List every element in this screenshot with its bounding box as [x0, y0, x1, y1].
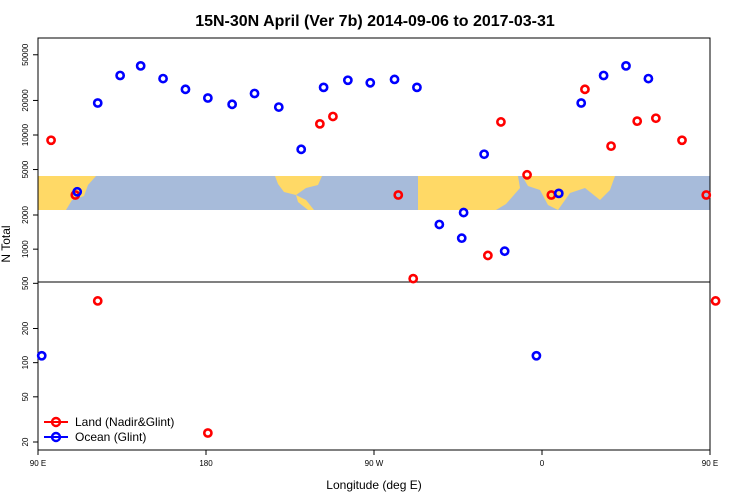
plot-frame — [37, 37, 711, 451]
map-strip — [38, 176, 710, 210]
y-axis: 5000 10000 20000 50000 20 50 100 200 500 1000 2000 — [21, 43, 38, 446]
x-axis: 90 E 180 90 W 0 90 E — [30, 450, 718, 468]
ocean-point — [249, 88, 260, 99]
y-tick-label: 100 — [21, 355, 30, 369]
land-point — [710, 296, 721, 306]
ocean-point — [479, 149, 490, 160]
ocean-point — [115, 70, 126, 81]
y-tick-label: 10000 — [21, 123, 30, 146]
x-tick-label: 0 — [540, 459, 545, 468]
land-point — [580, 84, 590, 95]
map-land-india-asia — [522, 176, 615, 210]
land-point — [650, 113, 661, 124]
ocean-point — [296, 144, 307, 155]
x-tick-label: 180 — [199, 459, 213, 468]
ocean-point — [135, 60, 146, 71]
ocean-point — [531, 350, 542, 361]
chart-title: 15N-30N April (Ver 7b) 2014-09-06 to 201… — [195, 13, 555, 30]
x-tick-label: 90 E — [30, 459, 46, 468]
legend: Land (Nadir&Glint) Ocean (Glint) — [44, 415, 174, 444]
ocean-point — [365, 77, 376, 88]
land-point — [408, 273, 419, 284]
ocean-point — [158, 73, 168, 84]
land-point — [202, 428, 213, 438]
land-point — [314, 118, 325, 129]
y-tick-label: 50000 — [21, 43, 30, 66]
map-land-eurasia-west — [38, 176, 96, 210]
ocean-point — [576, 98, 587, 108]
land-point — [522, 169, 532, 180]
land-point — [606, 141, 616, 152]
ocean-point — [621, 60, 631, 71]
ocean-point — [456, 233, 467, 244]
ocean-point — [180, 84, 191, 95]
legend-land-label: Land (Nadir&Glint) — [75, 415, 174, 429]
ocean-point — [389, 74, 400, 85]
ocean-point — [273, 102, 284, 112]
ocean-point — [342, 75, 353, 86]
y-tick-label: 20000 — [21, 89, 30, 112]
ocean-point — [72, 186, 83, 197]
ocean-point — [412, 82, 422, 93]
ocean-point — [434, 219, 445, 230]
land-point — [632, 116, 643, 127]
land-point — [328, 111, 338, 122]
y-tick-label: 20 — [21, 437, 30, 446]
y-tick-label: 1000 — [21, 240, 30, 258]
ocean-point — [318, 82, 329, 93]
map-land-central-america — [296, 195, 314, 210]
ocean-point — [202, 93, 213, 103]
legend-land-marker — [50, 416, 62, 428]
x-tick-label: 90 W — [365, 459, 384, 468]
map-land-north-america — [275, 176, 322, 195]
land-point — [46, 135, 56, 146]
legend-ocean-label: Ocean (Glint) — [75, 430, 146, 444]
land-point — [496, 117, 506, 127]
land-point — [482, 250, 493, 261]
ocean-point — [36, 350, 47, 361]
y-tick-label: 200 — [21, 321, 30, 335]
land-point — [701, 190, 712, 200]
ocean-point — [227, 99, 238, 110]
y-tick-label: 2000 — [21, 206, 30, 224]
land-point — [677, 135, 687, 146]
map-land-africa-arabia — [418, 176, 520, 210]
x-tick-label: 90 E — [702, 459, 718, 468]
ocean-point — [643, 73, 654, 84]
ocean-point — [553, 188, 564, 199]
land-point — [393, 190, 404, 200]
y-tick-label: 5000 — [21, 160, 30, 178]
ocean-point — [458, 207, 469, 218]
ocean-point — [92, 98, 103, 108]
ocean-point — [598, 70, 609, 81]
land-point — [92, 296, 103, 306]
data-points — [36, 60, 721, 438]
y-tick-label: 500 — [21, 276, 30, 290]
y-axis-title: N Total — [0, 225, 13, 262]
y-tick-label: 50 — [21, 392, 30, 401]
ocean-point — [499, 246, 510, 257]
x-axis-title: Longitude (deg E) — [326, 478, 421, 492]
legend-ocean-marker — [50, 431, 62, 443]
